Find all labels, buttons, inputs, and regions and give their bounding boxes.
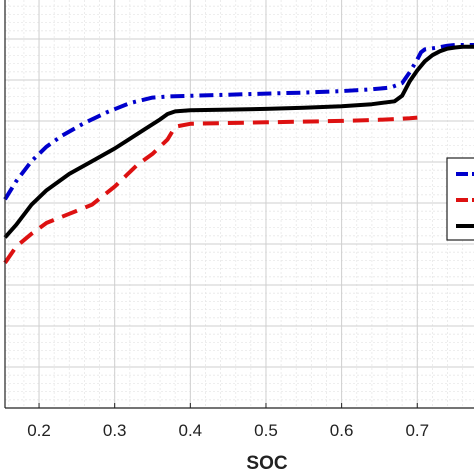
x-axis-label: SOC bbox=[246, 453, 287, 474]
x-tick-label: 0.6 bbox=[330, 421, 354, 440]
x-tick-labels: 0.2 0.3 0.4 0.5 0.6 0.7 bbox=[27, 421, 429, 440]
x-tick-label: 0.4 bbox=[179, 421, 203, 440]
x-tick-label: 0.2 bbox=[27, 421, 51, 440]
x-tick-label: 0.7 bbox=[405, 421, 429, 440]
legend bbox=[446, 157, 474, 241]
axes bbox=[4, 0, 474, 409]
x-tick-label: 0.5 bbox=[254, 421, 278, 440]
minor-gridlines bbox=[5, 0, 474, 409]
series-line-2 bbox=[3, 115, 418, 264]
x-tick-label: 0.3 bbox=[103, 421, 127, 440]
series-line-3 bbox=[3, 44, 474, 239]
major-gridlines bbox=[5, 0, 474, 409]
series-lines bbox=[3, 43, 474, 264]
series-line-1 bbox=[3, 43, 474, 201]
